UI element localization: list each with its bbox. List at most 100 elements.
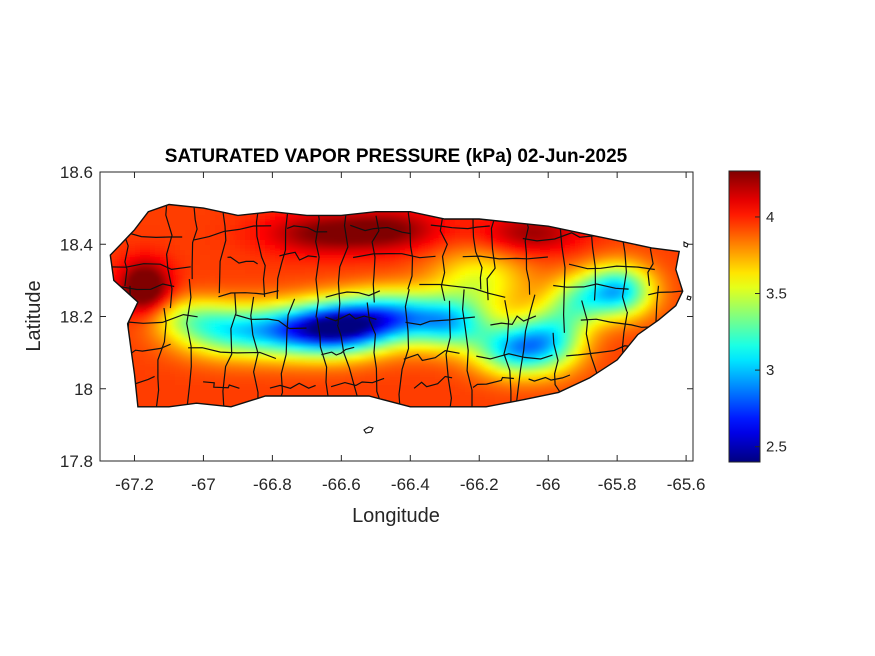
heat-cell: [405, 215, 411, 221]
heat-cell: [135, 290, 141, 296]
heat-cell: [545, 340, 551, 346]
heat-cell: [320, 215, 326, 221]
heat-cell: [370, 290, 376, 296]
heat-cell: [525, 385, 531, 391]
heat-cell: [325, 335, 331, 341]
heat-cell: [400, 285, 406, 291]
heat-cell: [545, 385, 551, 391]
heat-cell: [475, 275, 481, 281]
heat-cell: [540, 345, 546, 351]
heat-cell: [290, 285, 296, 291]
heat-cell: [565, 260, 571, 266]
heat-cell: [480, 375, 486, 381]
heat-cell: [285, 240, 291, 246]
heat-cell: [315, 360, 321, 366]
heat-cell: [575, 290, 581, 296]
heat-cell: [480, 305, 486, 311]
heat-cell: [445, 255, 451, 261]
heat-cell: [510, 365, 516, 371]
heat-cell: [400, 290, 406, 296]
heat-cell: [480, 260, 486, 266]
heat-cell: [445, 355, 451, 361]
heat-cell: [500, 250, 506, 256]
heat-cell: [325, 225, 331, 231]
heat-cell: [565, 285, 571, 291]
heat-cell: [485, 315, 491, 321]
heat-cell: [445, 220, 451, 226]
heat-cell: [665, 300, 671, 306]
heat-cell: [155, 275, 161, 281]
heat-cell: [180, 380, 186, 386]
heat-cell: [265, 345, 271, 351]
heat-cell: [150, 390, 156, 396]
heat-cell: [470, 370, 476, 376]
heat-cell: [440, 310, 446, 316]
heat-cell: [325, 325, 331, 331]
heat-cell: [335, 315, 341, 321]
heat-cell: [170, 245, 176, 251]
heat-cell: [170, 275, 176, 281]
heat-cell: [525, 260, 531, 266]
heat-cell: [620, 305, 626, 311]
heat-cell: [395, 235, 401, 241]
heat-cell: [300, 225, 306, 231]
heat-cell: [220, 360, 226, 366]
heat-cell: [380, 250, 386, 256]
heat-cell: [120, 280, 126, 286]
heat-cell: [350, 350, 356, 356]
heat-cell: [280, 335, 286, 341]
heat-cell: [560, 360, 566, 366]
heat-cell: [430, 255, 436, 261]
heat-cell: [605, 245, 611, 251]
heat-cell: [575, 285, 581, 291]
heat-cell: [135, 385, 141, 391]
heat-cell: [245, 375, 251, 381]
heat-cell: [390, 350, 396, 356]
heat-cell: [205, 275, 211, 281]
heat-cell: [415, 365, 421, 371]
heat-cell: [225, 265, 231, 271]
heat-cell: [500, 390, 506, 396]
heat-cell: [610, 280, 616, 286]
heat-cell: [265, 320, 271, 326]
heat-cell: [635, 315, 641, 321]
heat-cell: [530, 325, 536, 331]
heat-cell: [465, 300, 471, 306]
heat-cell: [535, 280, 541, 286]
heat-cell: [550, 305, 556, 311]
heat-cell: [330, 280, 336, 286]
heat-cell: [640, 315, 646, 321]
heat-cell: [385, 315, 391, 321]
heat-cell: [305, 360, 311, 366]
heat-cell: [455, 240, 461, 246]
heat-cell: [320, 365, 326, 371]
heat-cell: [370, 215, 376, 221]
heat-cell: [185, 225, 191, 231]
heat-cell: [590, 320, 596, 326]
heat-cell: [460, 255, 466, 261]
heat-cell: [320, 345, 326, 351]
heat-cell: [630, 280, 636, 286]
heat-cell: [310, 380, 316, 386]
heat-cell: [355, 235, 361, 241]
heat-cell: [225, 280, 231, 286]
heat-cell: [145, 240, 151, 246]
heat-cell: [160, 230, 166, 236]
heat-cell: [495, 390, 501, 396]
heat-cell: [300, 290, 306, 296]
heat-cell: [460, 275, 466, 281]
heat-cell: [350, 275, 356, 281]
heat-cell: [245, 340, 251, 346]
heat-cell: [305, 255, 311, 261]
heat-cell: [210, 355, 216, 361]
heat-cell: [355, 360, 361, 366]
heat-cell: [660, 285, 666, 291]
heat-cell: [225, 395, 231, 401]
heat-cell: [245, 345, 251, 351]
heat-cell: [535, 360, 541, 366]
heat-cell: [555, 265, 561, 271]
heat-cell: [405, 270, 411, 276]
heat-cell: [155, 335, 161, 341]
heat-cell: [475, 300, 481, 306]
heat-cell: [605, 305, 611, 311]
